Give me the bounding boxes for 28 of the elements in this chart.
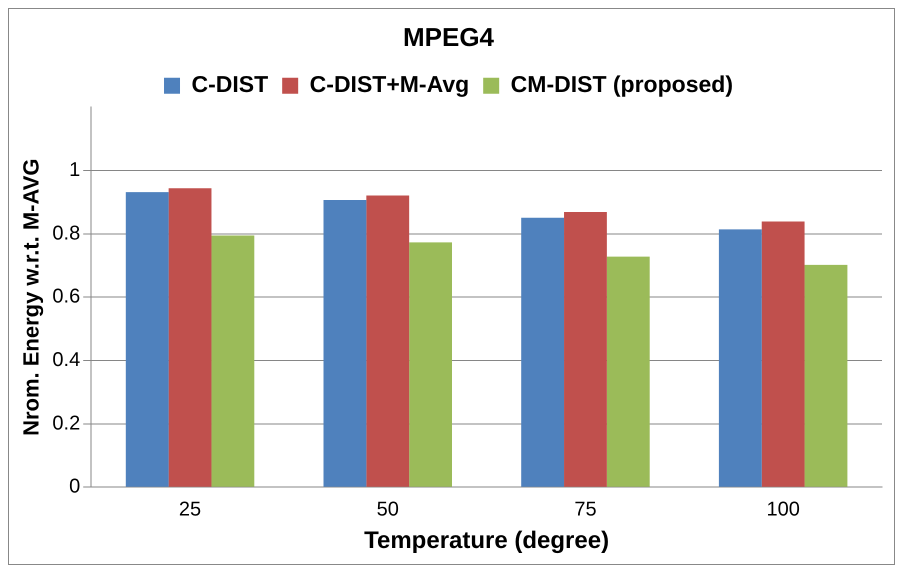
x-tick-label: 100	[766, 498, 800, 521]
bar	[762, 222, 805, 487]
bar	[521, 218, 564, 487]
bar	[168, 188, 212, 487]
bar	[804, 264, 848, 487]
x-tick-label: 50	[376, 498, 399, 521]
y-tick-label: 0.2	[52, 412, 80, 434]
legend-label: C-DIST+M-Avg	[310, 71, 470, 98]
bar	[409, 242, 452, 487]
x-tick-label: 75	[574, 498, 597, 521]
y-tick-label: 1	[69, 159, 80, 182]
legend-label: C-DIST	[192, 71, 268, 98]
y-tick-label: 0.4	[52, 349, 80, 372]
bar	[366, 196, 410, 487]
y-axis-title: Nrom. Energy w.r.t. M-AVG	[18, 158, 44, 436]
bar	[126, 192, 169, 487]
bar	[211, 235, 254, 487]
bar	[564, 212, 607, 487]
legend-label: CM-DIST (proposed)	[510, 71, 733, 98]
x-tick-label: 25	[178, 498, 202, 521]
bar	[606, 256, 650, 487]
y-tick-label: 0	[69, 476, 80, 498]
y-tick-label: 0.6	[52, 286, 80, 308]
y-tick-label: 0.8	[52, 222, 80, 244]
x-axis-title: Temperature (degree)	[364, 527, 610, 554]
bar	[718, 229, 762, 487]
chart-title: MPEG4	[402, 22, 495, 52]
bar	[324, 200, 366, 487]
